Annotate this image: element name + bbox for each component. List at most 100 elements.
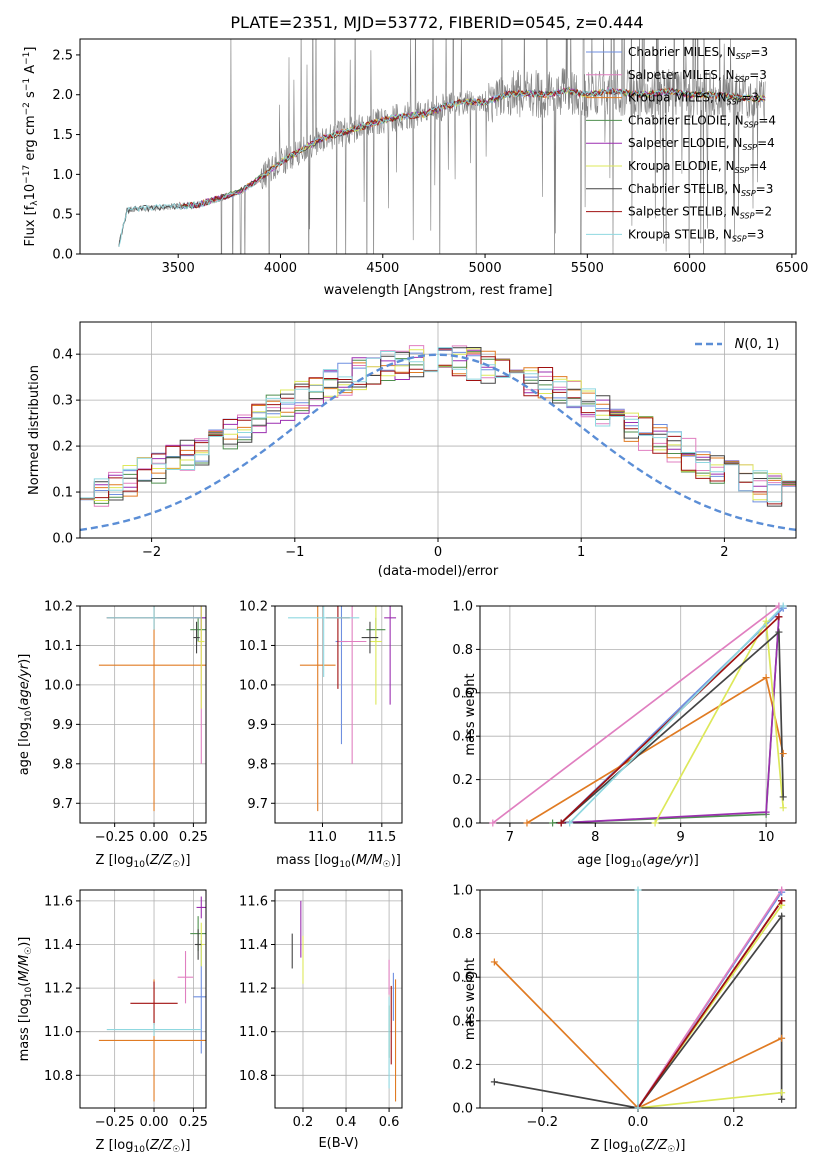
panel-age-vs-mass: 11.0 11.5 9.7 9.8 9.9 10.0 10.1 10.2 mass [log10… xyxy=(239,600,403,870)
label-part: ☉ xyxy=(383,860,391,870)
label-part: M/M xyxy=(356,853,383,868)
weight-marker xyxy=(779,804,787,812)
x-tick-label: 0 xyxy=(434,545,442,560)
label-part: ☉ xyxy=(667,1145,675,1155)
legend-part: =3 xyxy=(741,91,759,105)
legend-part: SSP xyxy=(735,75,750,84)
label-part: 10 xyxy=(630,860,642,870)
y-tick-label: 9.9 xyxy=(52,718,73,733)
legend-entry: Chabrier STELIB, NSSP=3 xyxy=(628,182,773,198)
legend-entry: Chabrier MILES, NSSP=3 xyxy=(628,45,768,61)
y-tick-label: 0.4 xyxy=(452,730,473,745)
legend-part: Salpeter ELODIE, N xyxy=(628,136,742,150)
label-part: (0, 1) xyxy=(744,337,779,352)
y-tick-label: 0.3 xyxy=(52,394,73,409)
legend-part: =3 xyxy=(747,227,765,241)
x-tick-label: 8 xyxy=(591,830,599,845)
label-part: ☉ xyxy=(172,1145,180,1155)
weight-marker xyxy=(490,958,498,966)
axes-frame xyxy=(79,605,207,824)
y-axis-label: Flux [fλ10−17 erg cm−2 s−1 A−1] xyxy=(22,47,40,247)
legend-part: Chabrier ELODIE, N xyxy=(628,113,744,127)
legend-part: SSP xyxy=(735,166,750,175)
legend-part: Kroupa MILES, N xyxy=(628,91,727,105)
weight-line xyxy=(637,900,783,1108)
weight-line xyxy=(637,890,783,1108)
label-part: ( xyxy=(640,1138,645,1153)
y-tick-label: 0.0 xyxy=(52,248,73,263)
x-tick-label: 5500 xyxy=(571,261,604,276)
weight-marker xyxy=(549,819,557,827)
weight-marker xyxy=(566,819,574,827)
weight-marker xyxy=(651,819,659,827)
x-tick-label: 4000 xyxy=(264,261,297,276)
weight-marker xyxy=(489,819,497,827)
legend-entry: Kroupa MILES, NSSP=3 xyxy=(628,91,759,107)
legend-part: =2 xyxy=(754,205,772,219)
x-tick-label: −0.25 xyxy=(95,830,135,845)
plot-area xyxy=(493,890,783,1108)
label-part: )] xyxy=(180,853,190,868)
legend-entry: Salpeter ELODIE, NSSP=4 xyxy=(628,136,775,152)
weight-marker xyxy=(778,886,786,894)
label-part: mass [log xyxy=(17,998,32,1061)
label-part: 10 xyxy=(24,986,34,998)
x-axis-label: Z [log10(Z/Z☉)] xyxy=(96,1138,191,1155)
y-tick-label: 0.5 xyxy=(52,208,73,223)
weight-marker xyxy=(778,1034,786,1042)
panel-spectrum: 3500 4000 4500 5000 5500 6000 6500 0.0 0.5 1.0 1.5… xyxy=(22,38,808,298)
plot-area xyxy=(80,345,796,532)
label-part: )] xyxy=(391,853,401,868)
x-tick-label: 6000 xyxy=(673,261,706,276)
label-part: −1 xyxy=(22,78,32,91)
y-tick-label: 11.4 xyxy=(44,938,73,953)
x-tick-label: 0.25 xyxy=(179,830,208,845)
axes-frame xyxy=(274,889,403,1109)
x-tick-label: 0.00 xyxy=(140,830,169,845)
x-axis-label: mass [log10(M/M☉)] xyxy=(276,853,401,870)
axes-frame xyxy=(479,605,797,824)
x-tick-label: −0.2 xyxy=(526,1115,558,1130)
x-axis-label: Z [log10(Z/Z☉)] xyxy=(591,1138,686,1155)
x-tick-label: 0.2 xyxy=(293,1115,314,1130)
label-part: )] xyxy=(675,1138,685,1153)
y-axis-label: mass weight xyxy=(463,673,478,755)
y-tick-label: 0.2 xyxy=(452,1058,473,1073)
y-tick-label: 11.0 xyxy=(239,1025,268,1040)
axes-frame xyxy=(274,605,403,824)
y-tick-label: 11.2 xyxy=(44,982,73,997)
label-part: Z [log xyxy=(96,853,134,868)
x-axis-label: age [log10(age/yr)] xyxy=(577,853,699,870)
label-part: mass [log xyxy=(276,853,339,868)
label-part: Z [log xyxy=(591,1138,629,1153)
y-tick-label: 0.8 xyxy=(452,643,473,658)
y-tick-label: 0.2 xyxy=(452,773,473,788)
x-tick-label: 4500 xyxy=(366,261,399,276)
y-tick-label: 0.0 xyxy=(452,817,473,832)
weight-line xyxy=(493,961,782,1108)
weight-marker xyxy=(762,617,770,625)
y-tick-label: 0.2 xyxy=(52,440,73,455)
x-tick-label: 0.00 xyxy=(140,1115,169,1130)
plot-area xyxy=(291,900,397,1102)
label-part: 10 xyxy=(23,184,38,201)
legend-part: =4 xyxy=(757,136,775,150)
x-tick-label: 6500 xyxy=(775,261,808,276)
y-tick-label: 10.1 xyxy=(44,639,73,654)
y-tick-label: 9.8 xyxy=(52,757,73,772)
legend-part: =3 xyxy=(750,45,768,59)
label-part: 10 xyxy=(628,1145,640,1155)
y-tick-label: 11.0 xyxy=(44,1025,73,1040)
legend-part: =4 xyxy=(749,159,767,173)
label-part: Z [log xyxy=(96,1138,134,1153)
weight-line xyxy=(560,607,784,823)
label-part: )] xyxy=(17,654,32,664)
y-tick-label: 9.9 xyxy=(247,718,268,733)
legend-part: SSP xyxy=(732,234,747,243)
x-tick-label: 0.2 xyxy=(723,1115,744,1130)
x-tick-label: 2 xyxy=(720,545,728,560)
y-axis-label: Normed distribution xyxy=(27,365,42,495)
x-tick-label: 5000 xyxy=(469,261,502,276)
x-tick-label: −1 xyxy=(285,545,304,560)
